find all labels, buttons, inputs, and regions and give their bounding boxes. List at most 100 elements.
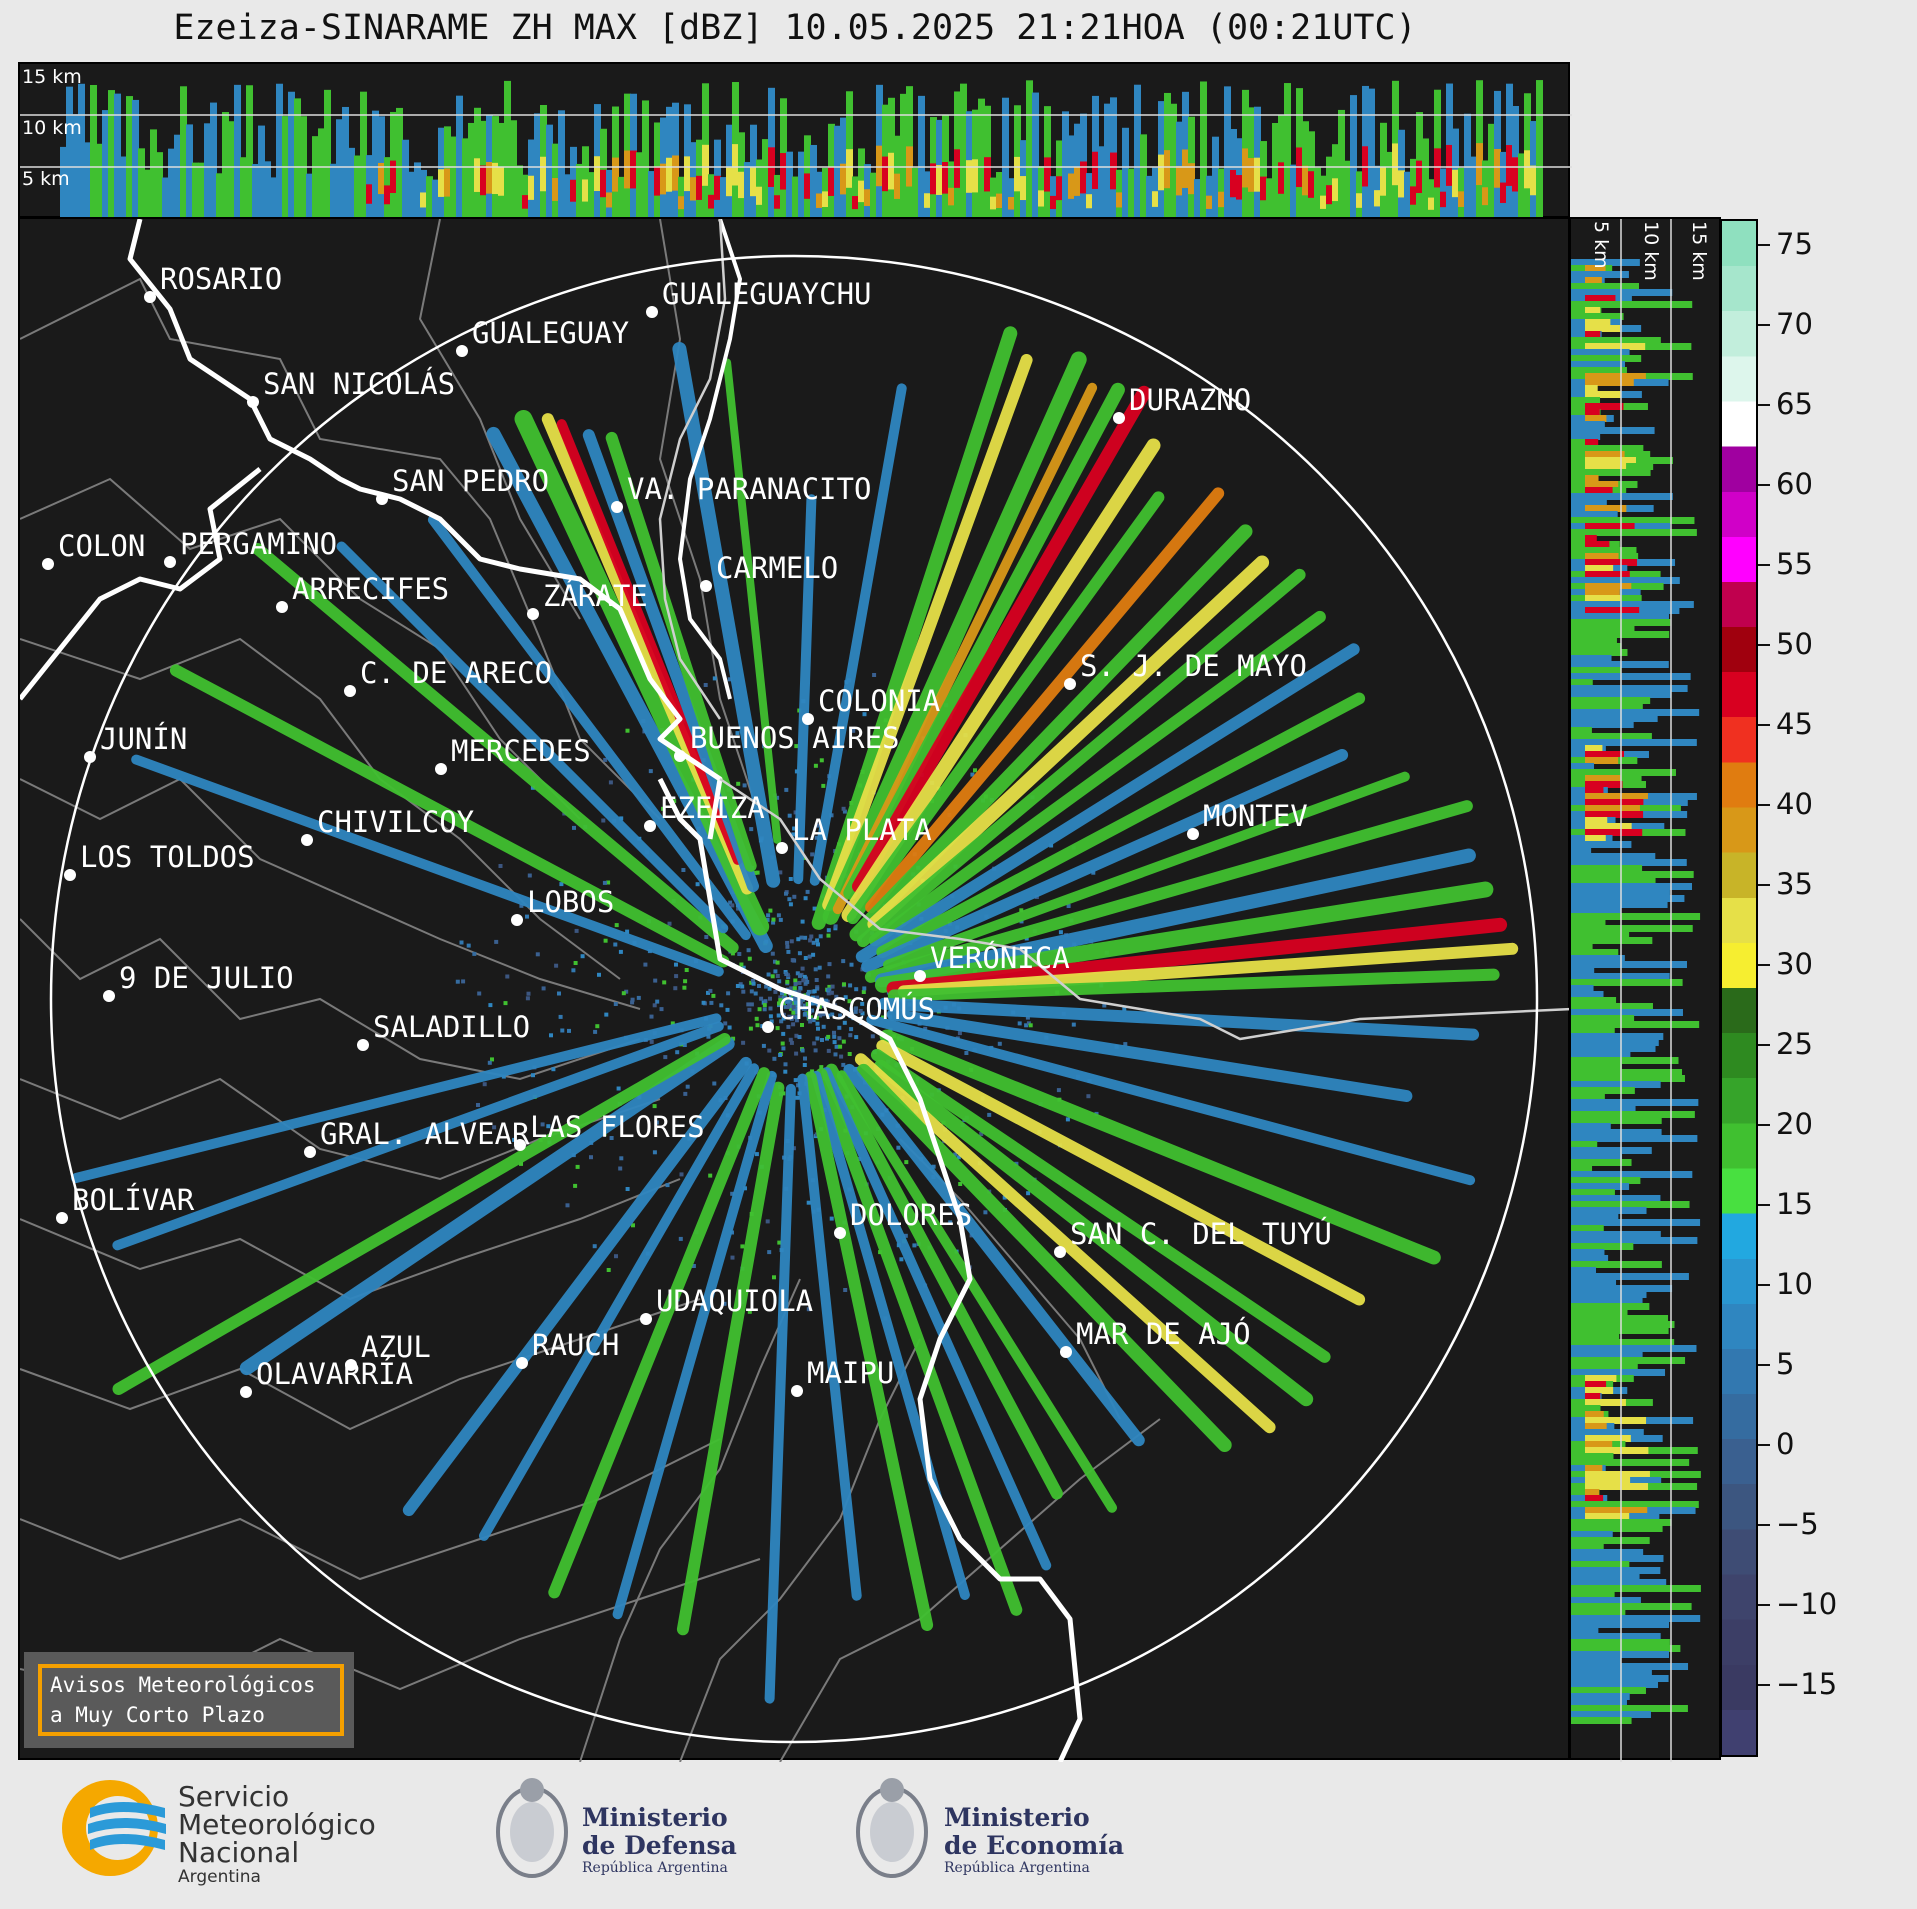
echo-speckle [512,1137,517,1142]
top-echo-column [450,136,457,220]
top-echo-column [744,162,751,220]
city-marker[interactable] [1064,678,1076,690]
city-marker[interactable] [304,1146,316,1158]
city-marker[interactable] [345,1359,357,1371]
city-marker[interactable] [762,1021,774,1033]
top-echo-core [996,193,1003,208]
city-label: 9 DE JULIO [119,961,294,995]
echo-speckle [789,1016,794,1021]
side-echo-row [1571,1267,1597,1274]
warning-box[interactable]: Avisos Meteorológicos a Muy Corto Plazo [38,1664,344,1736]
echo-speckle [1102,1003,1107,1008]
city-marker[interactable] [247,396,259,408]
city-marker[interactable] [640,1313,652,1325]
echo-speckle [802,1063,807,1067]
city-marker[interactable] [344,685,356,697]
radar-map-panel[interactable]: ROSARIO GUALEGUAYCHU GUALEGUAY SAN NICOLÁS D… [18,217,1572,1762]
top-echo-column [102,110,109,220]
city-marker[interactable] [1060,1346,1072,1358]
echo-speckle [1056,1088,1061,1093]
top-echo-column [576,163,583,220]
top-echo-column [1128,168,1135,220]
top-echo-column [834,125,841,220]
city-marker[interactable] [84,751,96,763]
city-marker[interactable] [802,713,814,725]
city-marker[interactable] [527,608,539,620]
top-echo-column [132,99,139,220]
colorbar-tick-mark [1758,1044,1770,1046]
echo-speckle [786,1005,791,1009]
city-label: PERGAMINO [180,527,337,561]
echo-speckle [737,952,742,956]
top-echo-core [888,152,895,190]
side-echo-row [1571,1579,1667,1586]
city-marker[interactable] [514,1139,526,1151]
city-marker[interactable] [834,1227,846,1239]
echo-speckle [807,1010,812,1015]
city-marker[interactable] [1187,828,1199,840]
city-marker[interactable] [301,834,313,846]
echo-speckle [815,938,820,943]
top-echo-column [1224,86,1231,220]
city-label: LAS FLORES [530,1110,705,1144]
side-echo-row [1571,937,1653,944]
top-echo-core [1476,143,1483,186]
top-echo-column [1290,164,1297,220]
city-label: DURAZNO [1129,383,1251,417]
radar-map-svg[interactable]: ROSARIO GUALEGUAYCHU GUALEGUAY SAN NICOLÁS D… [20,219,1572,1762]
side-echo-row [1571,715,1658,722]
city-label: LOS TOLDOS [80,840,255,874]
city-marker[interactable] [516,1357,528,1369]
echo-speckle [953,1152,958,1157]
echo-speckle [834,994,839,999]
echo-speckle [459,940,464,945]
city-marker[interactable] [144,291,156,303]
side-echo-row [1571,1225,1604,1232]
city-marker[interactable] [164,556,176,568]
city-marker[interactable] [103,990,115,1002]
city-marker[interactable] [776,842,788,854]
colorbar-tick-mark [1758,644,1770,646]
city-marker[interactable] [42,558,54,570]
side-echo-row [1571,1327,1669,1334]
side-echo-core [1585,1435,1631,1442]
echo-speckle [771,920,776,925]
side-echo-row [1571,511,1618,518]
echo-speckle [711,993,716,998]
echo-speckle [754,1016,759,1021]
echo-speckle [799,935,804,940]
city-marker[interactable] [611,501,623,513]
city-marker[interactable] [456,345,468,357]
side-echo-row [1571,865,1643,872]
city-marker[interactable] [791,1385,803,1397]
top-echo-column [1284,83,1291,220]
side-echo-row [1571,649,1628,656]
side-echo-row [1571,337,1661,344]
top-echo-column [1266,178,1273,220]
side-echo-row [1571,397,1601,404]
city-label: MERCEDES [451,734,591,768]
echo-ray [856,1063,1232,1452]
city-marker[interactable] [511,914,523,926]
city-marker[interactable] [700,580,712,592]
echo-speckle [747,956,752,961]
echo-speckle [546,1124,551,1129]
city-marker[interactable] [240,1386,252,1398]
city-marker[interactable] [1054,1246,1066,1258]
city-marker[interactable] [646,306,658,318]
echo-speckle [567,1028,571,1033]
city-marker[interactable] [914,970,926,982]
city-marker[interactable] [56,1212,68,1224]
top-echo-core [780,153,787,190]
city-marker[interactable] [644,820,656,832]
city-marker[interactable] [1113,412,1125,424]
city-marker[interactable] [376,493,388,505]
echo-speckle [526,991,531,996]
echo-speckle [776,1013,781,1018]
echo-speckle [604,1012,609,1017]
city-marker[interactable] [357,1039,369,1051]
city-marker[interactable] [64,869,76,881]
city-marker[interactable] [674,750,686,762]
city-marker[interactable] [276,601,288,613]
city-marker[interactable] [435,763,447,775]
